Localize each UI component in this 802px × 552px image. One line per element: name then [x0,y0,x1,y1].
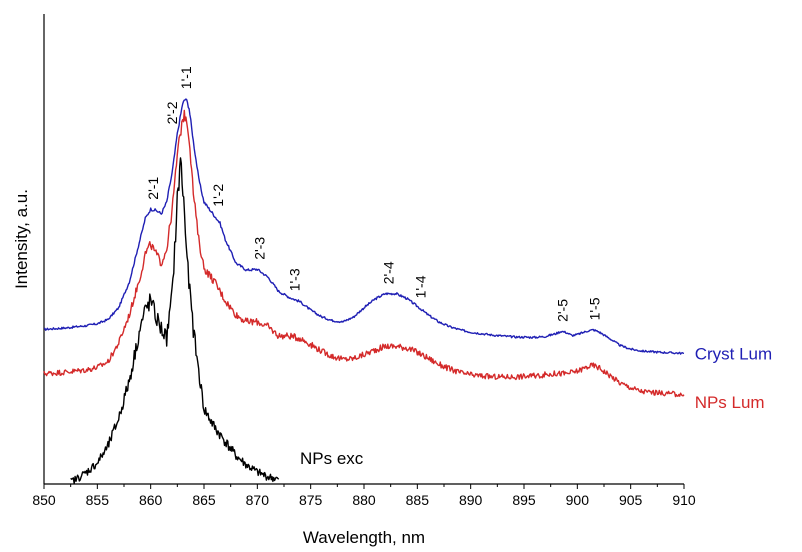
x-tick-label: 900 [566,492,590,508]
series-label: NPs exc [300,449,364,468]
series-label: Cryst Lum [695,344,772,363]
series-labels: Cryst Lum NPs Lum NPs exc [300,344,772,468]
peak-label: 2'-4 [381,261,397,284]
series-line-nps-exc [70,157,280,485]
series-label: NPs Lum [695,393,765,412]
peak-label: 1'-3 [287,268,303,291]
x-tick-label: 860 [139,492,163,508]
x-tick-label: 855 [86,492,110,508]
peak-label: 2'-2 [164,101,180,124]
x-tick-label: 895 [512,492,536,508]
x-axis-title: Wavelength, nm [303,528,425,547]
x-tick-label: 890 [459,492,483,508]
x-tick-label: 905 [619,492,643,508]
peak-label: 1'-4 [413,275,429,298]
peak-label: 1'-1 [178,66,194,89]
peak-label: 1'-2 [210,184,226,207]
series-line-cryst-lum [43,98,685,355]
y-axis-title: Intensity, a.u. [12,189,31,289]
series-layer [43,98,685,485]
x-tick-label: 865 [192,492,216,508]
x-tick-label: 885 [406,492,430,508]
series-line-nps-lum [43,109,685,398]
peak-label: 2'-1 [145,177,161,200]
x-tick-label: 870 [246,492,270,508]
axes [43,14,684,485]
x-ticks: 850 855 860 865 870 875 880 885 890 895 900 905 910 [32,484,696,508]
x-tick-label: 875 [299,492,323,508]
peak-label: 2'-5 [554,299,570,322]
peak-labels: 2'-1 2'-2 1'-1 1'-2 2'-3 1'-3 2'-4 1'-4 2'-5 1'-5 [145,66,603,322]
x-tick-label: 910 [672,492,696,508]
peak-label: 1'-5 [586,297,602,320]
peak-label: 2'-3 [252,237,268,260]
x-tick-label: 880 [352,492,376,508]
x-tick-label: 850 [32,492,56,508]
